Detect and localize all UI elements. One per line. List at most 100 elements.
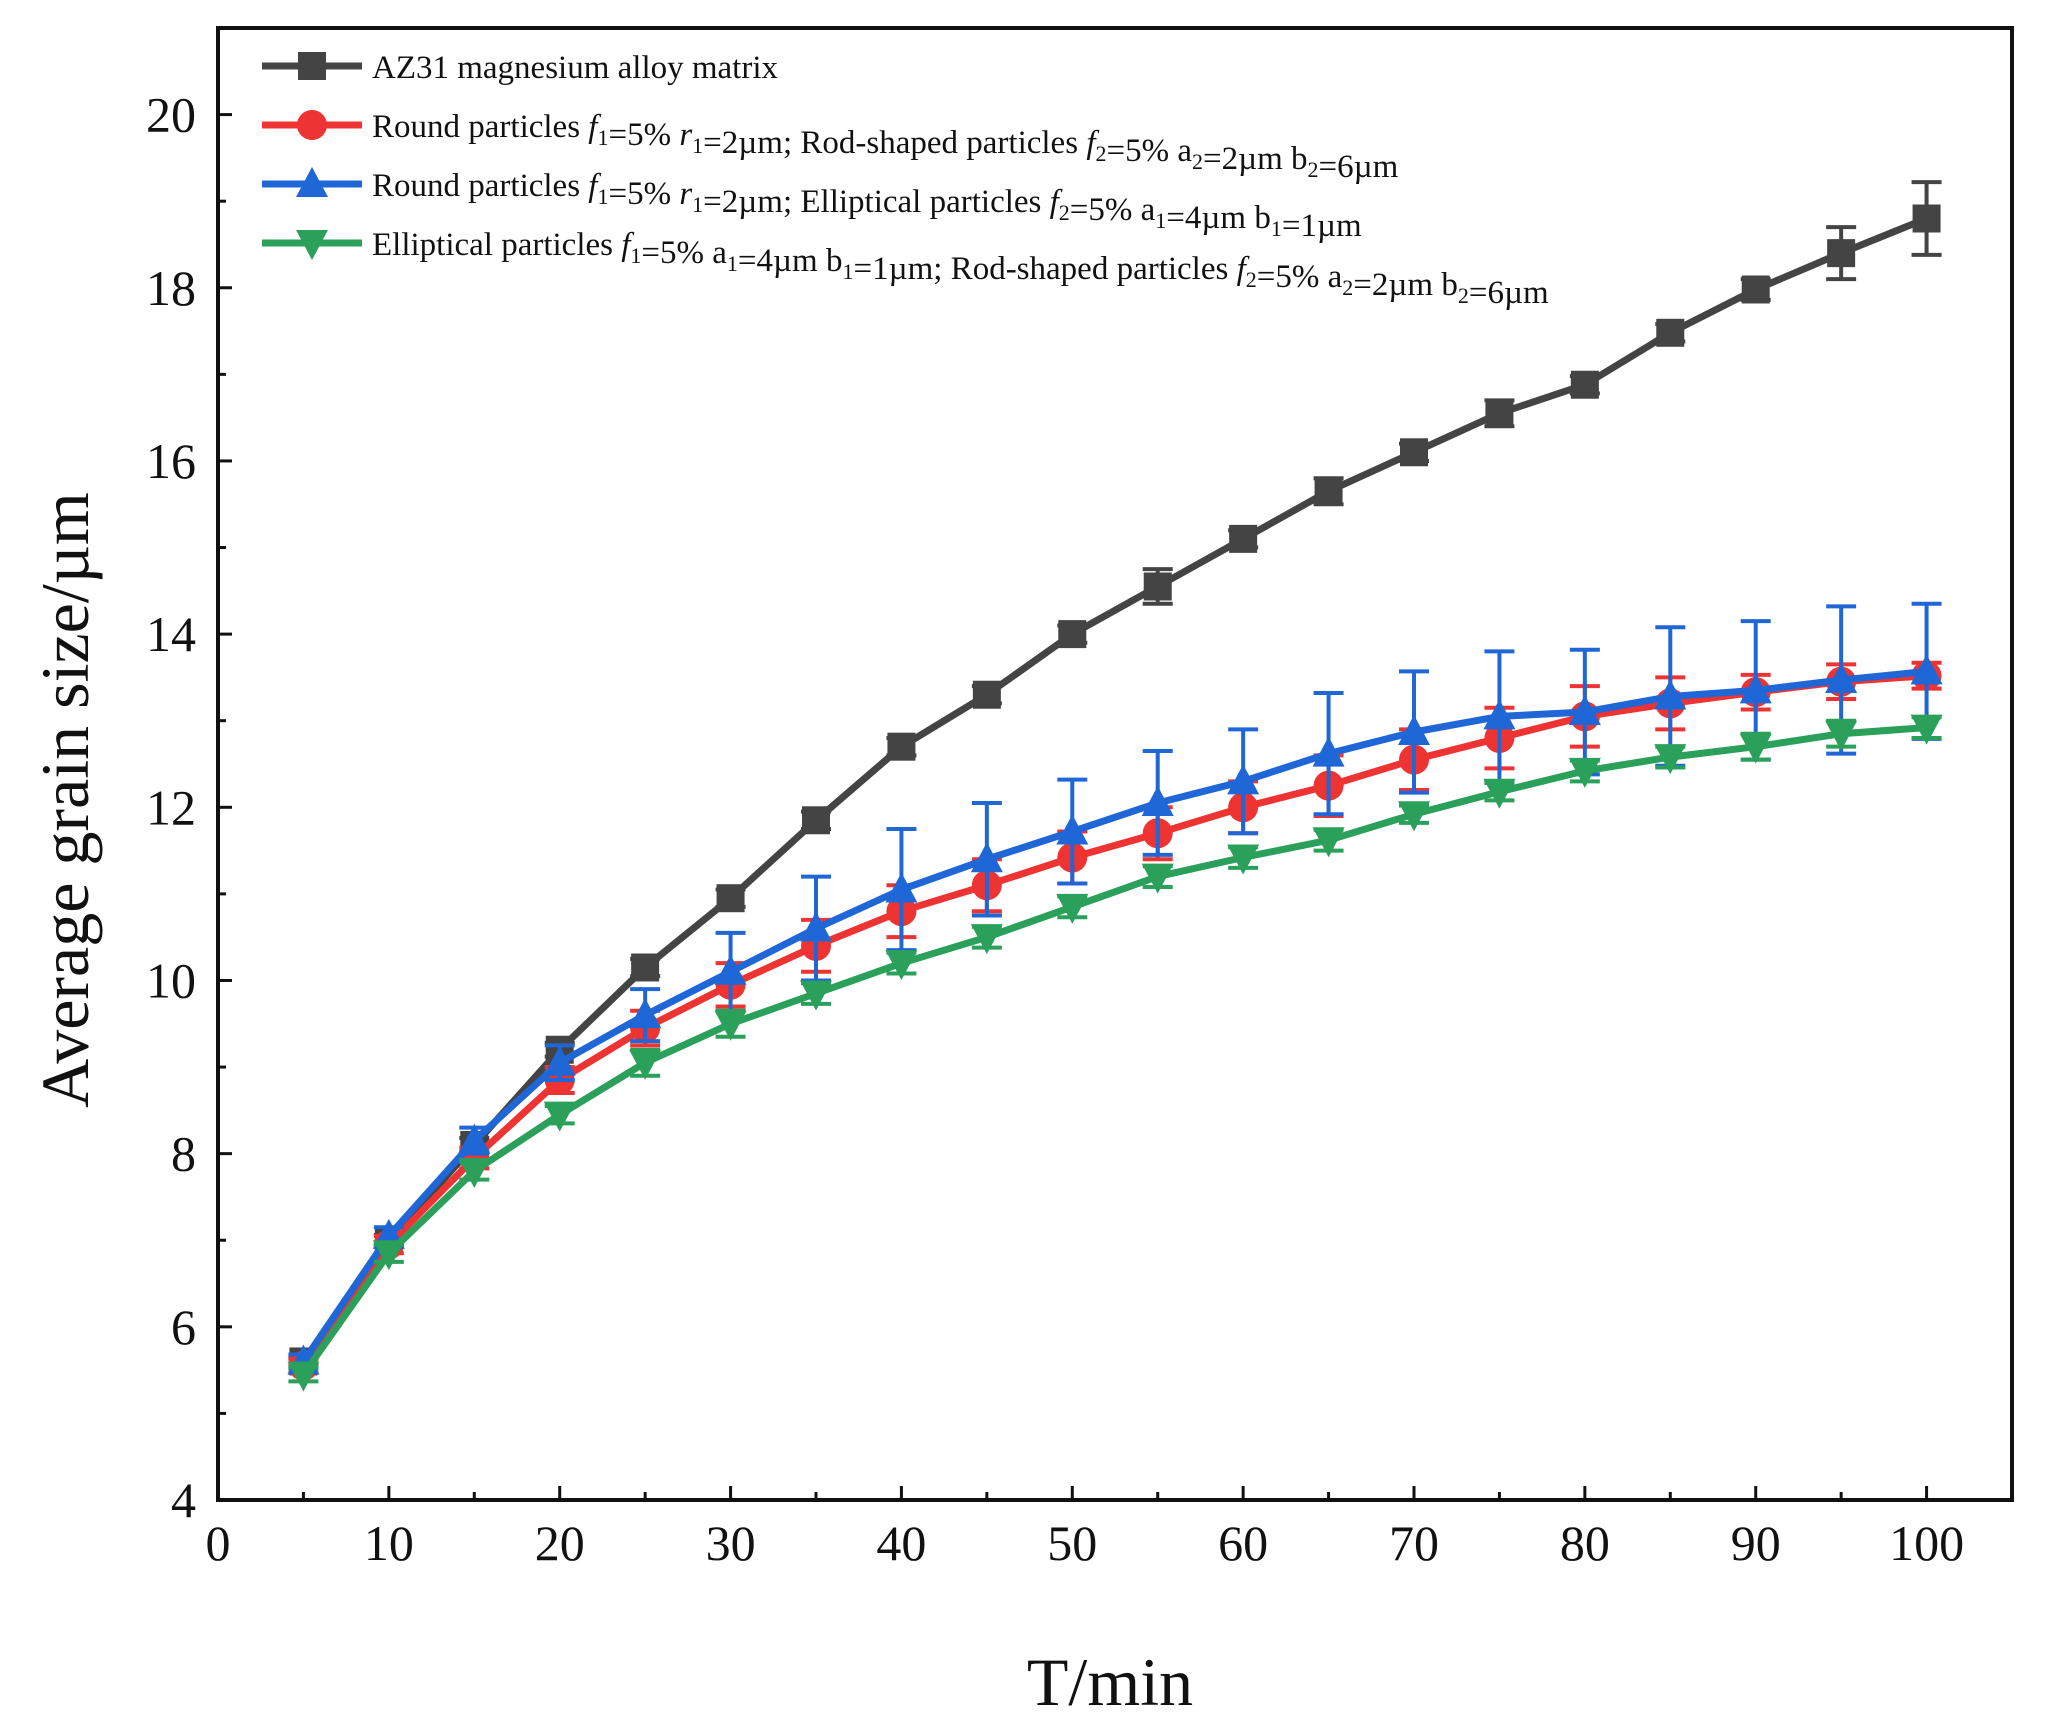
data-point [1398, 714, 1430, 745]
data-point [1058, 620, 1087, 649]
x-tick-label: 60 [1218, 1515, 1268, 1571]
data-point [800, 980, 832, 1011]
data-point [1398, 801, 1430, 832]
data-point [543, 1101, 576, 1132]
data-point [1141, 785, 1174, 816]
legend-entry: Round particles f1=5% r1=2µm; Rod-shaped… [262, 109, 1399, 185]
data-point [1229, 524, 1258, 553]
legend-label: Round particles f1=5% r1=2µm; Elliptical… [372, 168, 1362, 244]
series-line [300, 724, 1927, 1377]
x-tick-label: 70 [1389, 1515, 1439, 1571]
data-point [1656, 318, 1685, 347]
data-point [1314, 477, 1343, 506]
y-tick-label: 4 [171, 1472, 196, 1528]
data-point [1739, 733, 1772, 764]
data-point [1739, 673, 1772, 704]
x-tick-label: 20 [535, 1515, 585, 1571]
y-tick-label: 16 [146, 433, 196, 489]
data-point [800, 911, 832, 942]
data-point [972, 680, 1001, 709]
y-tick-label: 12 [146, 779, 196, 835]
data-point [885, 950, 918, 981]
data-point [1741, 275, 1770, 304]
data-point [1141, 863, 1174, 894]
frame-layer [216, 26, 2014, 1502]
legend-marker [297, 110, 327, 140]
series-1 [288, 180, 1942, 1376]
series-3 [287, 601, 1943, 1375]
x-axis-title: T/min [1027, 1644, 1193, 1720]
data-point [970, 924, 1003, 955]
data-point [1400, 438, 1428, 467]
data-point [1312, 736, 1345, 767]
data-point [1483, 699, 1516, 730]
data-point [1056, 814, 1089, 845]
legend-entry: Round particles f1=5% r1=2µm; Elliptical… [262, 167, 1362, 244]
data-point [1654, 679, 1687, 710]
x-tick-label: 0 [206, 1515, 231, 1571]
series-4 [287, 714, 1943, 1392]
x-tick-label: 100 [1889, 1515, 1964, 1571]
data-point [287, 1361, 320, 1392]
x-tick-label: 90 [1731, 1515, 1781, 1571]
data-point [1056, 893, 1089, 924]
series-line [300, 215, 1928, 1364]
y-tick-label: 20 [146, 87, 196, 143]
x-tick-label: 10 [364, 1515, 414, 1571]
legend-marker [296, 230, 328, 260]
x-tick-label: 40 [876, 1515, 926, 1571]
data-point [458, 1157, 491, 1188]
data-point [1483, 778, 1516, 809]
series-line [300, 667, 1927, 1364]
legend-label: Round particles f1=5% r1=2µm; Rod-shaped… [372, 109, 1399, 185]
data-point [1568, 695, 1601, 726]
data-point [802, 806, 830, 835]
axes-layer: 0 10 20 30 40 50 60 70 80 90 100 4 6 8 10 12 14 16 18 20 [146, 87, 1964, 1571]
legend-marker [298, 52, 326, 80]
legend-entry: Elliptical particles f1=5% a1=4µm b1=1µm… [262, 227, 1549, 311]
data-point [1910, 714, 1943, 745]
data-point [714, 954, 747, 985]
data-point [1827, 239, 1856, 268]
y-tick-label: 8 [171, 1126, 196, 1182]
x-tick-label: 30 [706, 1515, 756, 1571]
data-point [1912, 204, 1941, 233]
data-point [885, 872, 918, 903]
series-layer [287, 180, 1943, 1392]
data-point [543, 1045, 576, 1076]
data-point [372, 1240, 405, 1271]
data-point [1485, 399, 1514, 428]
legend-label: AZ31 magnesium alloy matrix [372, 50, 779, 86]
data-point [716, 884, 745, 913]
data-point [1825, 663, 1858, 694]
x-tick-label: 80 [1560, 1515, 1610, 1571]
y-tick-label: 14 [146, 606, 196, 662]
y-tick-label: 18 [146, 260, 196, 316]
data-point [1227, 764, 1260, 795]
data-point [458, 1123, 491, 1154]
y-tick-label: 6 [171, 1299, 196, 1355]
plot-frame [216, 26, 2014, 1502]
legend-marker [296, 167, 328, 197]
data-point [1654, 744, 1687, 775]
data-point [970, 842, 1003, 873]
data-point [629, 1049, 662, 1080]
data-point [1143, 572, 1172, 601]
y-axis-title: Average grain size/µm [27, 492, 103, 1108]
data-point [1568, 757, 1601, 788]
legend-entry: AZ31 magnesium alloy matrix [262, 50, 779, 86]
legend: AZ31 magnesium alloy matrix Round particl… [262, 50, 1549, 311]
data-point [629, 998, 662, 1029]
data-point [1570, 370, 1599, 399]
data-point [1312, 827, 1345, 858]
y-tick-label: 10 [146, 952, 196, 1008]
data-point [1910, 654, 1943, 685]
data-point [1227, 844, 1260, 875]
data-point [631, 953, 660, 982]
data-point [714, 1010, 747, 1041]
legend-label: Elliptical particles f1=5% a1=4µm b1=1µm… [372, 227, 1549, 311]
data-point [887, 732, 916, 761]
